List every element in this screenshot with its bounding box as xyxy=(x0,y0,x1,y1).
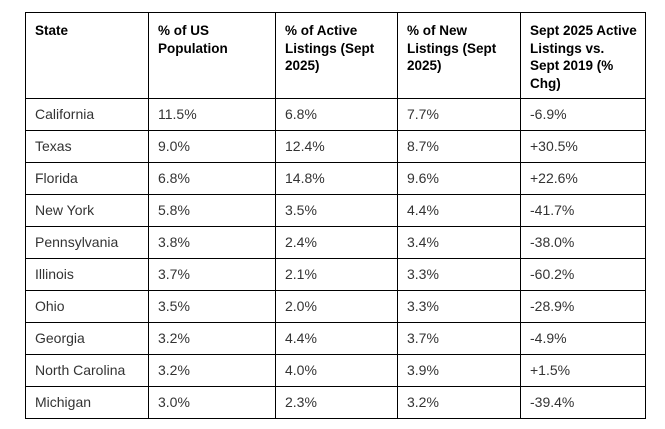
table-row: Michigan 3.0% 2.3% 3.2% -39.4% xyxy=(25,386,646,420)
value-cell: 9.0% xyxy=(148,130,276,164)
table-row: Pennsylvania 3.8% 2.4% 3.4% -38.0% xyxy=(25,226,646,260)
state-cell: California xyxy=(25,98,149,132)
value-cell: -28.9% xyxy=(520,290,646,324)
value-cell: 3.3% xyxy=(397,290,521,324)
table-row: Ohio 3.5% 2.0% 3.3% -28.9% xyxy=(25,290,646,324)
value-cell: 3.8% xyxy=(148,226,276,260)
value-cell: 6.8% xyxy=(148,162,276,196)
table-row: California 11.5% 6.8% 7.7% -6.9% xyxy=(25,98,646,132)
value-cell: -39.4% xyxy=(520,386,646,420)
value-cell: 3.7% xyxy=(397,322,521,356)
value-cell: 9.6% xyxy=(397,162,521,196)
value-cell: 3.7% xyxy=(148,258,276,292)
table-row: New York 5.8% 3.5% 4.4% -41.7% xyxy=(25,194,646,228)
value-cell: 4.4% xyxy=(397,194,521,228)
column-header: Sept 2025 Active Listings vs. Sept 2019 … xyxy=(520,11,646,100)
value-cell: 2.1% xyxy=(275,258,398,292)
table-row: Illinois 3.7% 2.1% 3.3% -60.2% xyxy=(25,258,646,292)
header-row: State% of US Population% of Active Listi… xyxy=(25,11,646,100)
value-cell: 12.4% xyxy=(275,130,398,164)
value-cell: 4.4% xyxy=(275,322,398,356)
value-cell: -38.0% xyxy=(520,226,646,260)
state-cell: Ohio xyxy=(25,290,149,324)
value-cell: 3.2% xyxy=(148,322,276,356)
value-cell: +30.5% xyxy=(520,130,646,164)
value-cell: 3.3% xyxy=(397,258,521,292)
value-cell: 3.9% xyxy=(397,354,521,388)
value-cell: 2.3% xyxy=(275,386,398,420)
value-cell: 4.0% xyxy=(275,354,398,388)
state-cell: Pennsylvania xyxy=(25,226,149,260)
state-cell: New York xyxy=(25,194,149,228)
value-cell: 3.4% xyxy=(397,226,521,260)
value-cell: -41.7% xyxy=(520,194,646,228)
table-row: Texas 9.0% 12.4% 8.7% +30.5% xyxy=(25,130,646,164)
value-cell: 3.5% xyxy=(275,194,398,228)
value-cell: 3.5% xyxy=(148,290,276,324)
value-cell: 7.7% xyxy=(397,98,521,132)
table-row: Florida 6.8% 14.8% 9.6% +22.6% xyxy=(25,162,646,196)
state-cell: Illinois xyxy=(25,258,149,292)
value-cell: 5.8% xyxy=(148,194,276,228)
state-cell: North Carolina xyxy=(25,354,149,388)
value-cell: -60.2% xyxy=(520,258,646,292)
state-cell: Michigan xyxy=(25,386,149,420)
value-cell: 2.0% xyxy=(275,290,398,324)
column-header: % of New Listings (Sept 2025) xyxy=(397,11,521,100)
value-cell: 3.2% xyxy=(148,354,276,388)
value-cell: 14.8% xyxy=(275,162,398,196)
state-listings-table: State% of US Population% of Active Listi… xyxy=(25,11,646,420)
value-cell: 6.8% xyxy=(275,98,398,132)
table-header: State% of US Population% of Active Listi… xyxy=(25,11,646,100)
state-cell: Texas xyxy=(25,130,149,164)
value-cell: -6.9% xyxy=(520,98,646,132)
table-row: North Carolina 3.2% 4.0% 3.9% +1.5% xyxy=(25,354,646,388)
value-cell: -4.9% xyxy=(520,322,646,356)
value-cell: 2.4% xyxy=(275,226,398,260)
table-row: Georgia 3.2% 4.4% 3.7% -4.9% xyxy=(25,322,646,356)
state-cell: Florida xyxy=(25,162,149,196)
column-header: % of Active Listings (Sept 2025) xyxy=(275,11,398,100)
value-cell: 11.5% xyxy=(148,98,276,132)
value-cell: +1.5% xyxy=(520,354,646,388)
value-cell: 8.7% xyxy=(397,130,521,164)
table-body: California 11.5% 6.8% 7.7% -6.9% Texas 9.0% 12.… xyxy=(25,98,646,420)
column-header: State xyxy=(25,11,149,100)
column-header: % of US Population xyxy=(148,11,276,100)
state-cell: Georgia xyxy=(25,322,149,356)
value-cell: 3.2% xyxy=(397,386,521,420)
value-cell: +22.6% xyxy=(520,162,646,196)
value-cell: 3.0% xyxy=(148,386,276,420)
